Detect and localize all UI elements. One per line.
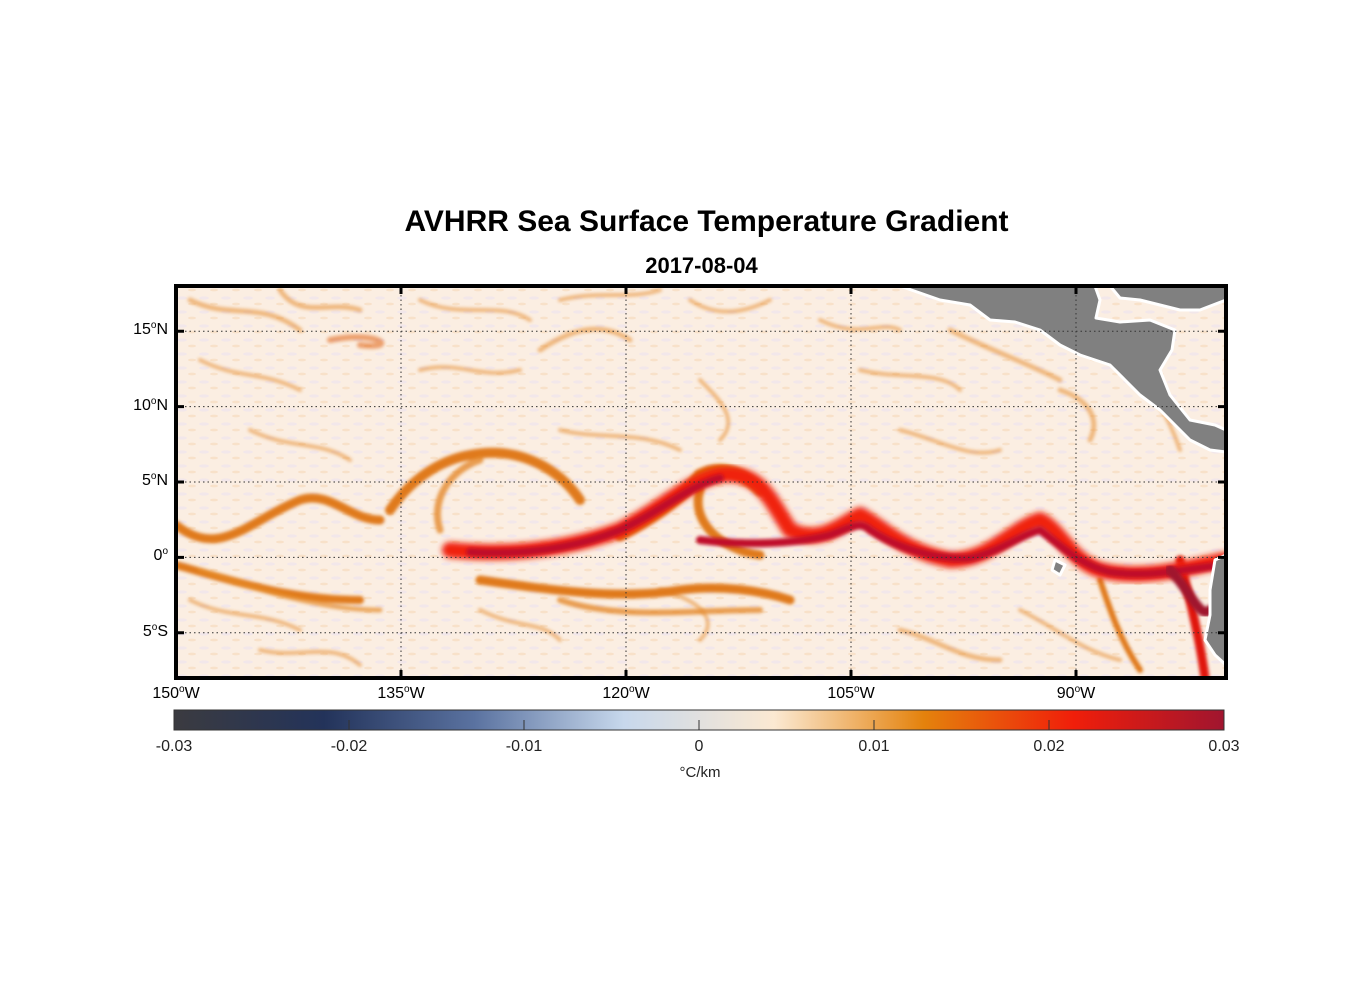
- lon-tick-label: 105oW: [827, 684, 875, 702]
- colorbar-unit: °C/km: [679, 764, 721, 781]
- lon-tick-label: 135oW: [377, 684, 425, 702]
- lon-tick-label: 150oW: [152, 684, 200, 702]
- colorbar-tick-label: -0.02: [330, 738, 368, 755]
- lat-tick-label: 15oN: [133, 320, 168, 339]
- lat-tick-label: 5oS: [142, 621, 168, 640]
- map-title: AVHRR Sea Surface Temperature Gradient: [404, 205, 1009, 238]
- lon-tick-label: 90oW: [1056, 684, 1096, 702]
- colorbar-tick-label: 0.02: [1033, 738, 1065, 755]
- colorbar-tick-label: -0.03: [155, 738, 193, 755]
- colorbar-tick-label: 0: [694, 738, 704, 755]
- axis-ticks: [174, 286, 1226, 678]
- gradient-filaments: [187, 287, 1182, 667]
- lon-tick-label: 120oW: [602, 684, 650, 702]
- colorbar-ticks: [173, 720, 1225, 730]
- colorbar-tick-label: 0.01: [858, 738, 890, 755]
- colorbar-tick-label: -0.01: [505, 738, 543, 755]
- lat-tick-label: 0o: [153, 546, 168, 565]
- land-mass: [898, 284, 1228, 667]
- map-subtitle: 2017-08-04: [645, 253, 758, 278]
- colorbar-tick-label: 0.03: [1208, 738, 1240, 755]
- lat-tick-label: 10oN: [133, 395, 168, 414]
- equatorial-front: [442, 466, 1226, 617]
- lat-tick-label: 5oN: [141, 471, 168, 489]
